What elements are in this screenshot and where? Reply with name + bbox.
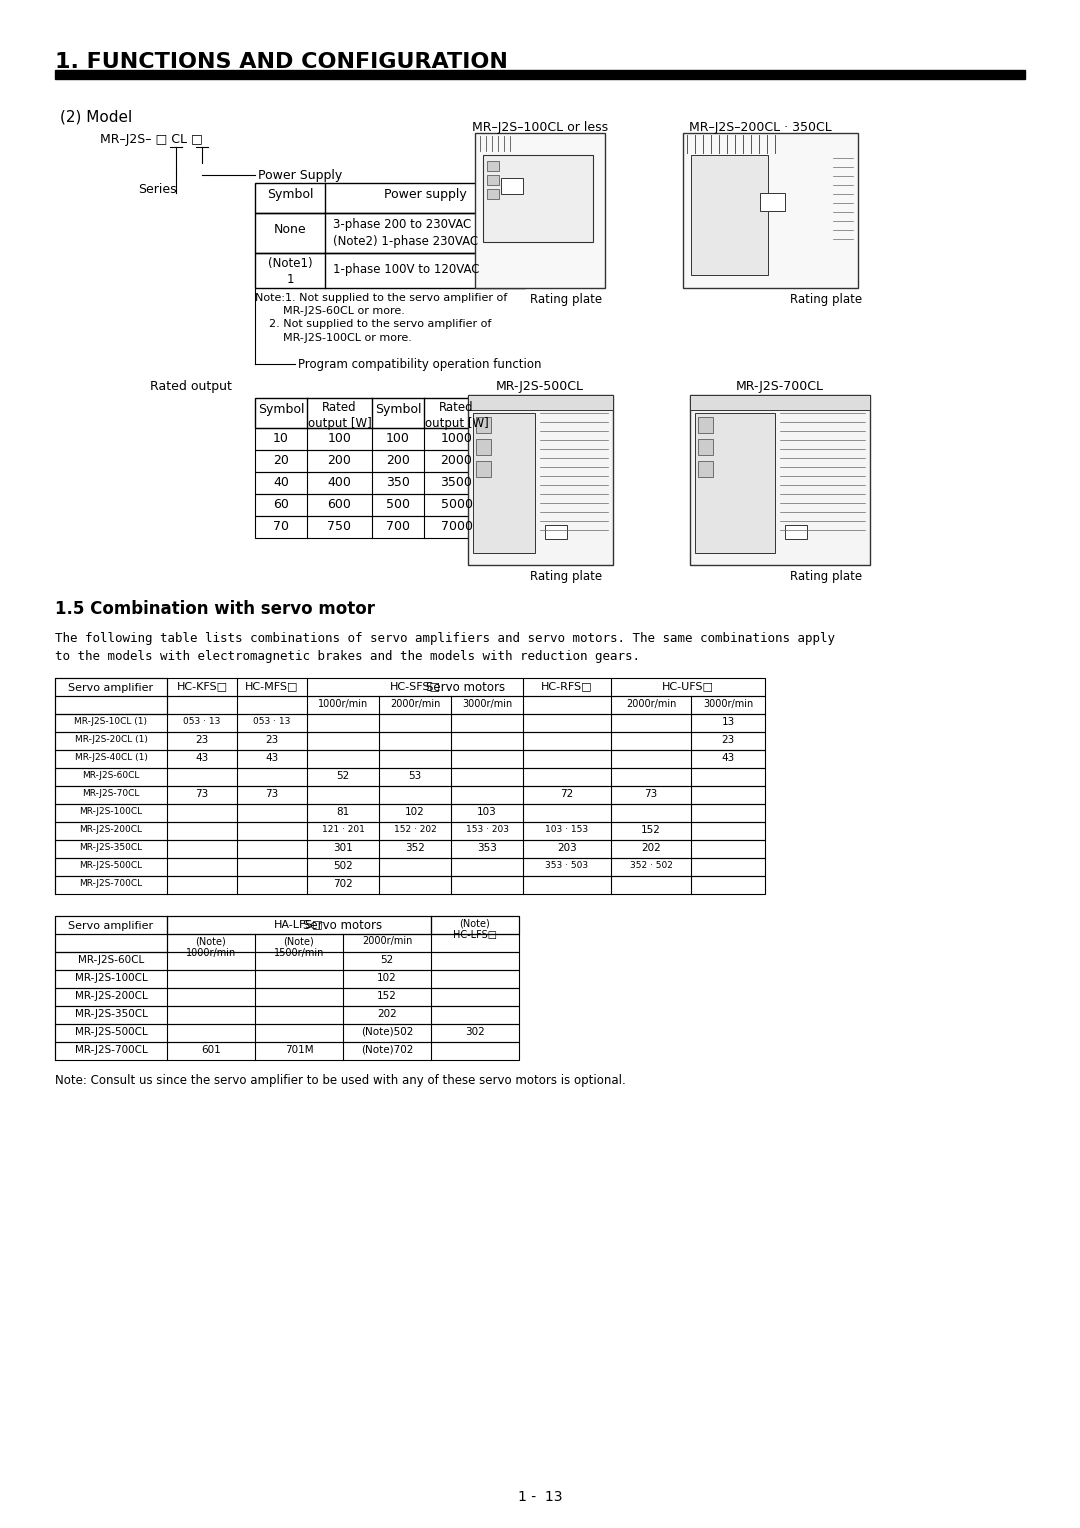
- Text: HC-SFS□: HC-SFS□: [390, 681, 441, 691]
- Bar: [255, 428, 489, 451]
- Text: 102: 102: [377, 973, 396, 983]
- Text: 152: 152: [377, 992, 397, 1001]
- Text: 700: 700: [386, 520, 410, 533]
- Text: (Note)502: (Note)502: [361, 1027, 414, 1038]
- Bar: [487, 176, 499, 185]
- Text: 73: 73: [195, 788, 208, 799]
- Text: Rating plate: Rating plate: [530, 570, 603, 584]
- Text: 701M: 701M: [285, 1045, 313, 1054]
- Bar: [475, 461, 490, 477]
- Bar: [501, 177, 523, 194]
- Text: 1000: 1000: [441, 432, 472, 445]
- Bar: [55, 70, 1025, 79]
- Text: Servo motors: Servo motors: [303, 918, 382, 932]
- Text: 600: 600: [327, 498, 351, 510]
- Text: 81: 81: [336, 807, 350, 817]
- Text: Note: Consult us since the servo amplifier to be used with any of these servo mo: Note: Consult us since the servo amplifi…: [55, 1074, 625, 1086]
- Text: 1. FUNCTIONS AND CONFIGURATION: 1. FUNCTIONS AND CONFIGURATION: [55, 52, 508, 72]
- Text: HC-MFS□: HC-MFS□: [245, 681, 299, 691]
- Bar: [544, 526, 567, 539]
- Bar: [55, 822, 765, 840]
- Text: 2000: 2000: [441, 454, 472, 468]
- Text: 23: 23: [195, 735, 208, 746]
- Text: MR-J2S-200CL: MR-J2S-200CL: [75, 992, 147, 1001]
- Text: None: None: [273, 223, 307, 235]
- Text: 73: 73: [266, 788, 279, 799]
- Text: HC-UFS□: HC-UFS□: [662, 681, 714, 691]
- Bar: [698, 461, 713, 477]
- Text: 400: 400: [327, 477, 351, 489]
- Text: 2000r/min: 2000r/min: [625, 698, 676, 709]
- Text: 350: 350: [386, 477, 410, 489]
- Bar: [255, 254, 525, 287]
- Bar: [255, 212, 525, 254]
- Text: MR-J2S-200CL: MR-J2S-200CL: [80, 825, 143, 834]
- Text: Symbol: Symbol: [375, 403, 421, 416]
- Bar: [55, 678, 765, 695]
- Text: MR-J2S-100CL: MR-J2S-100CL: [75, 973, 147, 983]
- Text: MR-J2S-500CL: MR-J2S-500CL: [80, 860, 143, 869]
- Bar: [475, 417, 490, 432]
- Text: Rating plate: Rating plate: [789, 570, 862, 584]
- Text: 353: 353: [477, 843, 497, 853]
- Bar: [483, 154, 593, 241]
- Bar: [255, 397, 489, 428]
- Text: MR-J2S-10CL (1): MR-J2S-10CL (1): [75, 717, 148, 726]
- Text: Symbol: Symbol: [258, 403, 305, 416]
- Text: 301: 301: [333, 843, 353, 853]
- Bar: [698, 417, 713, 432]
- Text: MR-J2S-60CL: MR-J2S-60CL: [78, 955, 144, 966]
- Text: 73: 73: [645, 788, 658, 799]
- Text: 23: 23: [266, 735, 279, 746]
- Text: 7000: 7000: [441, 520, 473, 533]
- Text: Note:1. Not supplied to the servo amplifier of
        MR-J2S-60CL or more.
    : Note:1. Not supplied to the servo amplif…: [255, 293, 508, 342]
- Text: 100: 100: [386, 432, 410, 445]
- Text: 103: 103: [477, 807, 497, 817]
- Bar: [255, 494, 489, 516]
- Bar: [55, 714, 765, 732]
- Text: 302: 302: [465, 1027, 485, 1038]
- Text: Power supply: Power supply: [383, 188, 467, 202]
- Bar: [55, 695, 765, 714]
- Text: Servo amplifier: Servo amplifier: [68, 683, 153, 694]
- Text: 43: 43: [721, 753, 734, 762]
- Bar: [167, 915, 431, 934]
- Text: 53: 53: [408, 772, 421, 781]
- Bar: [690, 396, 870, 410]
- Bar: [690, 154, 768, 275]
- Bar: [55, 915, 519, 934]
- Text: 352 · 502: 352 · 502: [630, 860, 673, 869]
- Text: Power Supply: Power Supply: [258, 170, 342, 182]
- Text: 353 · 503: 353 · 503: [545, 860, 589, 869]
- Bar: [475, 133, 605, 287]
- Text: 1.5 Combination with servo motor: 1.5 Combination with servo motor: [55, 601, 375, 617]
- Text: 43: 43: [266, 753, 279, 762]
- Text: 52: 52: [380, 955, 393, 966]
- Text: 152: 152: [642, 825, 661, 834]
- Text: MR-J2S-100CL: MR-J2S-100CL: [80, 807, 143, 816]
- Text: 352: 352: [405, 843, 424, 853]
- Text: 102: 102: [405, 807, 424, 817]
- Text: Servo motors: Servo motors: [427, 681, 505, 694]
- Text: 3500: 3500: [441, 477, 472, 489]
- Text: 152 · 202: 152 · 202: [393, 825, 436, 834]
- Bar: [255, 516, 489, 538]
- Bar: [55, 840, 765, 859]
- Bar: [690, 396, 870, 565]
- Text: MR–J2S– □ CL □: MR–J2S– □ CL □: [100, 133, 203, 147]
- Bar: [55, 732, 765, 750]
- Text: 2000r/min: 2000r/min: [362, 937, 413, 946]
- Bar: [255, 472, 489, 494]
- Bar: [55, 1005, 519, 1024]
- Text: MR-J2S-70CL: MR-J2S-70CL: [82, 788, 139, 798]
- Text: 153 · 203: 153 · 203: [465, 825, 509, 834]
- Text: 5000: 5000: [441, 498, 473, 510]
- Text: Rated output: Rated output: [150, 380, 232, 393]
- Bar: [55, 1024, 519, 1042]
- Text: Rated
output [W]: Rated output [W]: [424, 400, 488, 429]
- Text: Series: Series: [138, 183, 177, 196]
- Text: MR-J2S-60CL: MR-J2S-60CL: [82, 772, 139, 779]
- Text: (Note1)
1: (Note1) 1: [268, 257, 312, 286]
- Text: 3000r/min: 3000r/min: [703, 698, 753, 709]
- Text: 1000r/min: 1000r/min: [318, 698, 368, 709]
